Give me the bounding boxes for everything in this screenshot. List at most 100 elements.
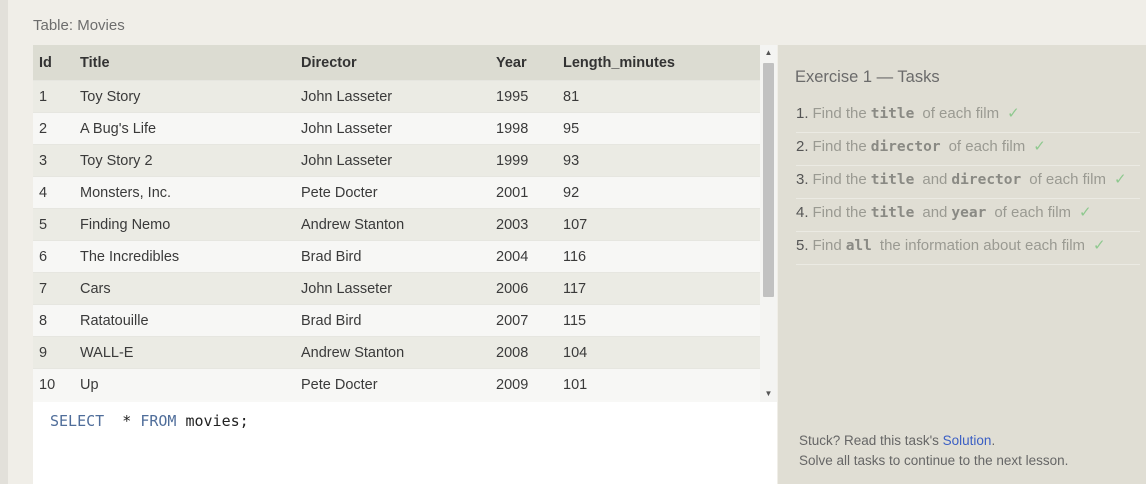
task-keyword: director bbox=[951, 172, 1022, 188]
help-suffix: . bbox=[991, 433, 996, 448]
task-text: and bbox=[922, 204, 948, 221]
task-keyword: title bbox=[870, 106, 915, 122]
column-header: Director bbox=[295, 45, 490, 81]
task-number: 3. bbox=[796, 171, 809, 188]
table-cell: Andrew Stanton bbox=[295, 336, 490, 369]
column-header: Id bbox=[33, 45, 74, 81]
table-row: 6 The Incredibles Brad Bird 2004 116 bbox=[33, 240, 760, 273]
table-cell: 6 bbox=[33, 240, 74, 273]
task-number: 5. bbox=[796, 237, 809, 254]
table-cell: Pete Docter bbox=[295, 176, 490, 209]
table-cell: Brad Bird bbox=[295, 304, 490, 337]
column-header: Length_minutes bbox=[557, 45, 760, 81]
table-header-row: Id Title Director Year Length_minutes bbox=[33, 45, 760, 81]
table-cell: 101 bbox=[557, 368, 760, 400]
table-row: 3 Toy Story 2 John Lasseter 1999 93 bbox=[33, 144, 760, 177]
task-item: 5. Find all the information about each film… bbox=[796, 232, 1140, 265]
task-text: Find the bbox=[812, 171, 867, 188]
task-item: 2. Find the director of each film ✓ bbox=[796, 133, 1140, 166]
table-row: 4 Monsters, Inc. Pete Docter 2001 92 bbox=[33, 176, 760, 209]
check-icon: ✓ bbox=[1079, 204, 1092, 221]
help-prefix: Stuck? Read this task's bbox=[799, 433, 943, 448]
table-cell: 1 bbox=[33, 80, 74, 113]
table-cell: John Lasseter bbox=[295, 144, 490, 177]
scroll-down-icon[interactable]: ▼ bbox=[764, 389, 773, 398]
table-caption: Table: Movies bbox=[33, 17, 125, 34]
column-header: Title bbox=[74, 45, 295, 81]
sql-text: * bbox=[104, 412, 141, 430]
task-number: 4. bbox=[796, 204, 809, 221]
check-icon: ✓ bbox=[1113, 171, 1127, 188]
table-cell: Cars bbox=[74, 272, 295, 305]
table-cell: 93 bbox=[557, 144, 760, 177]
table-cell: 7 bbox=[33, 272, 74, 305]
check-icon: ✓ bbox=[1007, 105, 1020, 122]
table-cell: 8 bbox=[33, 304, 74, 337]
table-cell: 9 bbox=[33, 336, 74, 369]
check-icon: ✓ bbox=[1093, 237, 1106, 254]
table-scrollbar[interactable]: ▲ ▼ bbox=[760, 45, 777, 402]
table-cell: 92 bbox=[557, 176, 760, 209]
task-number: 1. bbox=[796, 105, 809, 122]
sql-keyword: SELECT bbox=[50, 412, 105, 430]
task-text: of each film bbox=[1029, 171, 1106, 188]
task-text: Find the bbox=[812, 204, 867, 221]
table-cell: 117 bbox=[557, 272, 760, 305]
table-cell: 4 bbox=[33, 176, 74, 209]
check-icon: ✓ bbox=[1033, 138, 1046, 155]
table-cell: WALL-E bbox=[74, 336, 295, 369]
task-keyword: all bbox=[845, 238, 872, 254]
table-cell: John Lasseter bbox=[295, 80, 490, 113]
exercise-title: Exercise 1 — Tasks bbox=[795, 68, 940, 86]
task-keyword: title bbox=[870, 205, 915, 221]
sql-query-line[interactable]: SELECT * FROM movies; bbox=[50, 412, 249, 430]
table-cell: 3 bbox=[33, 144, 74, 177]
table-row: 10 Up Pete Docter 2009 101 bbox=[33, 368, 760, 400]
table-cell: Brad Bird bbox=[295, 240, 490, 273]
scrollbar-thumb[interactable] bbox=[763, 63, 774, 297]
table-cell: Pete Docter bbox=[295, 368, 490, 400]
task-list: 1. Find the title of each film ✓ 2. Find the di… bbox=[796, 100, 1140, 265]
table-cell: 2003 bbox=[490, 208, 557, 241]
table-cell: 10 bbox=[33, 368, 74, 400]
task-text: the information about each film bbox=[879, 237, 1086, 254]
task-keyword: title bbox=[870, 172, 915, 188]
results-table-area: Id Title Director Year Length_minutes 1 Toy S… bbox=[33, 45, 777, 402]
table-row: 1 Toy Story John Lasseter 1995 81 bbox=[33, 80, 760, 113]
table-cell: 2008 bbox=[490, 336, 557, 369]
table-cell: Finding Nemo bbox=[74, 208, 295, 241]
table-cell: 2 bbox=[33, 112, 74, 145]
table-cell: The Incredibles bbox=[74, 240, 295, 273]
movies-table: Id Title Director Year Length_minutes 1 Toy S… bbox=[33, 45, 760, 400]
column-header: Year bbox=[490, 45, 557, 81]
table-cell: 2004 bbox=[490, 240, 557, 273]
table-cell: 1999 bbox=[490, 144, 557, 177]
table-cell: 2009 bbox=[490, 368, 557, 400]
table-body: 1 Toy Story John Lasseter 1995 81 2 A Bug's Li… bbox=[33, 80, 760, 400]
table-cell: 2006 bbox=[490, 272, 557, 305]
table-cell: Up bbox=[74, 368, 295, 400]
sql-text: movies; bbox=[176, 412, 249, 430]
table-cell: John Lasseter bbox=[295, 112, 490, 145]
table-cell: 81 bbox=[557, 80, 760, 113]
task-text: Find bbox=[812, 237, 842, 254]
task-item: 1. Find the title of each film ✓ bbox=[796, 100, 1140, 133]
table-cell: Toy Story bbox=[74, 80, 295, 113]
scroll-up-icon[interactable]: ▲ bbox=[764, 48, 773, 57]
task-text: Find the bbox=[812, 138, 867, 155]
table-cell: A Bug's Life bbox=[74, 112, 295, 145]
task-item: 4. Find the title and year of each film ✓ bbox=[796, 199, 1140, 232]
task-keyword: director bbox=[870, 139, 941, 155]
exercise-panel: Exercise 1 — Tasks 1. Find the title of eac… bbox=[778, 45, 1146, 484]
table-cell: Andrew Stanton bbox=[295, 208, 490, 241]
table-cell: 2007 bbox=[490, 304, 557, 337]
table-row: 7 Cars John Lasseter 2006 117 bbox=[33, 272, 760, 305]
help-text: Stuck? Read this task's Solution. Solve … bbox=[799, 431, 1068, 471]
sql-editor[interactable]: SELECT * FROM movies; bbox=[33, 402, 777, 484]
table-row: 9 WALL-E Andrew Stanton 2008 104 bbox=[33, 336, 760, 369]
task-text: of each film bbox=[994, 204, 1072, 221]
solution-link[interactable]: Solution bbox=[942, 433, 992, 448]
table-row: 5 Finding Nemo Andrew Stanton 2003 107 bbox=[33, 208, 760, 241]
table-cell: Monsters, Inc. bbox=[74, 176, 295, 209]
